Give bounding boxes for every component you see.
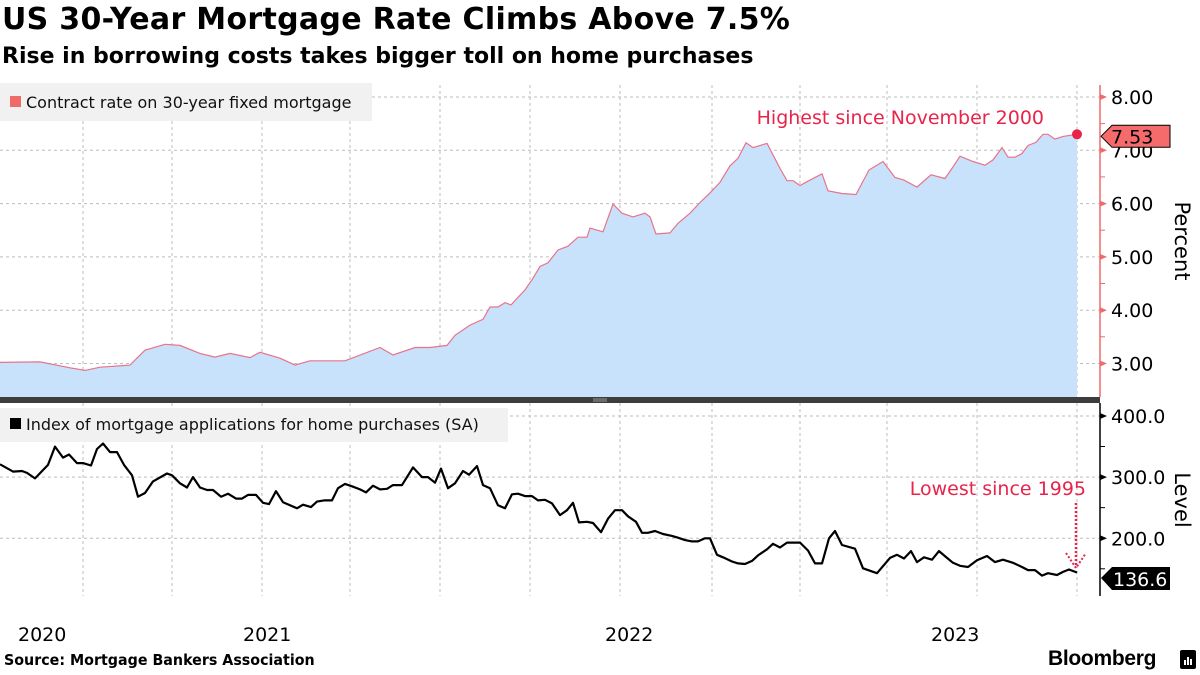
index-line xyxy=(0,442,1078,577)
bottom-y-tick-mark xyxy=(1100,474,1107,481)
bottom-y-tick-label: 300.0 xyxy=(1111,467,1165,489)
chart-subtitle: Rise in borrowing costs takes bigger tol… xyxy=(2,44,754,69)
bottom-legend-background xyxy=(0,408,508,442)
source-note: Source: Mortgage Bankers Association xyxy=(4,651,315,669)
top-legend: Contract rate on 30-year fixed mortgage xyxy=(0,83,372,121)
top-y-tick-mark xyxy=(1100,360,1107,367)
top-legend-label: Contract rate on 30-year fixed mortgage xyxy=(26,93,351,112)
latest-index-tag: 136.6 xyxy=(1101,567,1170,591)
top-y-axis-title: Percent xyxy=(1170,201,1194,280)
x-tick-label: 2023 xyxy=(931,624,979,646)
top-y-ticks: 8.007.006.005.004.003.00 xyxy=(1100,87,1153,376)
top-y-tick-mark xyxy=(1100,253,1107,260)
x-tick-label: 2022 xyxy=(605,624,653,646)
bottom-legend-swatch xyxy=(10,418,21,429)
x-tick-label: 2021 xyxy=(243,624,291,646)
bottom-legend-label: Index of mortgage applications for home … xyxy=(26,415,479,434)
top-y-tick-mark xyxy=(1100,200,1107,207)
rate-area xyxy=(0,134,1077,398)
x-tick-label: 2020 xyxy=(18,624,66,646)
divider-handle-icon[interactable] xyxy=(593,398,607,402)
latest-rate-tag-label: 7.53 xyxy=(1111,126,1153,148)
bottom-legend: Index of mortgage applications for home … xyxy=(0,408,508,442)
top-legend-background xyxy=(0,83,372,121)
latest-rate-marker xyxy=(1072,129,1082,140)
lowest-annotation: Lowest since 1995 xyxy=(910,478,1086,500)
latest-rate-tag: 7.53 xyxy=(1100,124,1171,148)
brand-logo: Bloomberg xyxy=(1048,647,1157,670)
bottom-y-axis-title: Level xyxy=(1170,472,1194,527)
top-y-tick-mark xyxy=(1100,94,1107,100)
top-y-tick-label: 3.00 xyxy=(1111,354,1153,376)
top-y-tick-label: 6.00 xyxy=(1111,194,1153,216)
bottom-y-tick-label: 400.0 xyxy=(1111,406,1165,428)
bottom-y-tick-mark xyxy=(1100,413,1107,419)
bloomberg-chart-icon xyxy=(1180,650,1196,669)
bottom-y-tick-label: 200.0 xyxy=(1111,528,1165,550)
top-y-tick-mark xyxy=(1100,307,1107,314)
index-points xyxy=(0,443,1077,575)
top-y-tick-mark xyxy=(1100,147,1107,154)
top-legend-swatch xyxy=(10,96,21,107)
bottom-y-ticks: 400.0 300.0 200.0 xyxy=(1100,406,1165,570)
rate-line xyxy=(0,133,1078,372)
highest-annotation: Highest since November 2000 xyxy=(757,107,1044,129)
chart-title: US 30-Year Mortgage Rate Climbs Above 7.… xyxy=(2,2,791,37)
panel-divider[interactable] xyxy=(0,397,1100,403)
top-y-tick-label: 4.00 xyxy=(1111,300,1153,322)
latest-index-tag-label: 136.6 xyxy=(1113,569,1167,591)
top-y-tick-label: 8.00 xyxy=(1111,87,1153,109)
lowest-arrow-icon xyxy=(1065,503,1087,570)
bottom-y-tick-mark xyxy=(1100,535,1107,542)
top-y-tick-label: 5.00 xyxy=(1111,247,1153,269)
